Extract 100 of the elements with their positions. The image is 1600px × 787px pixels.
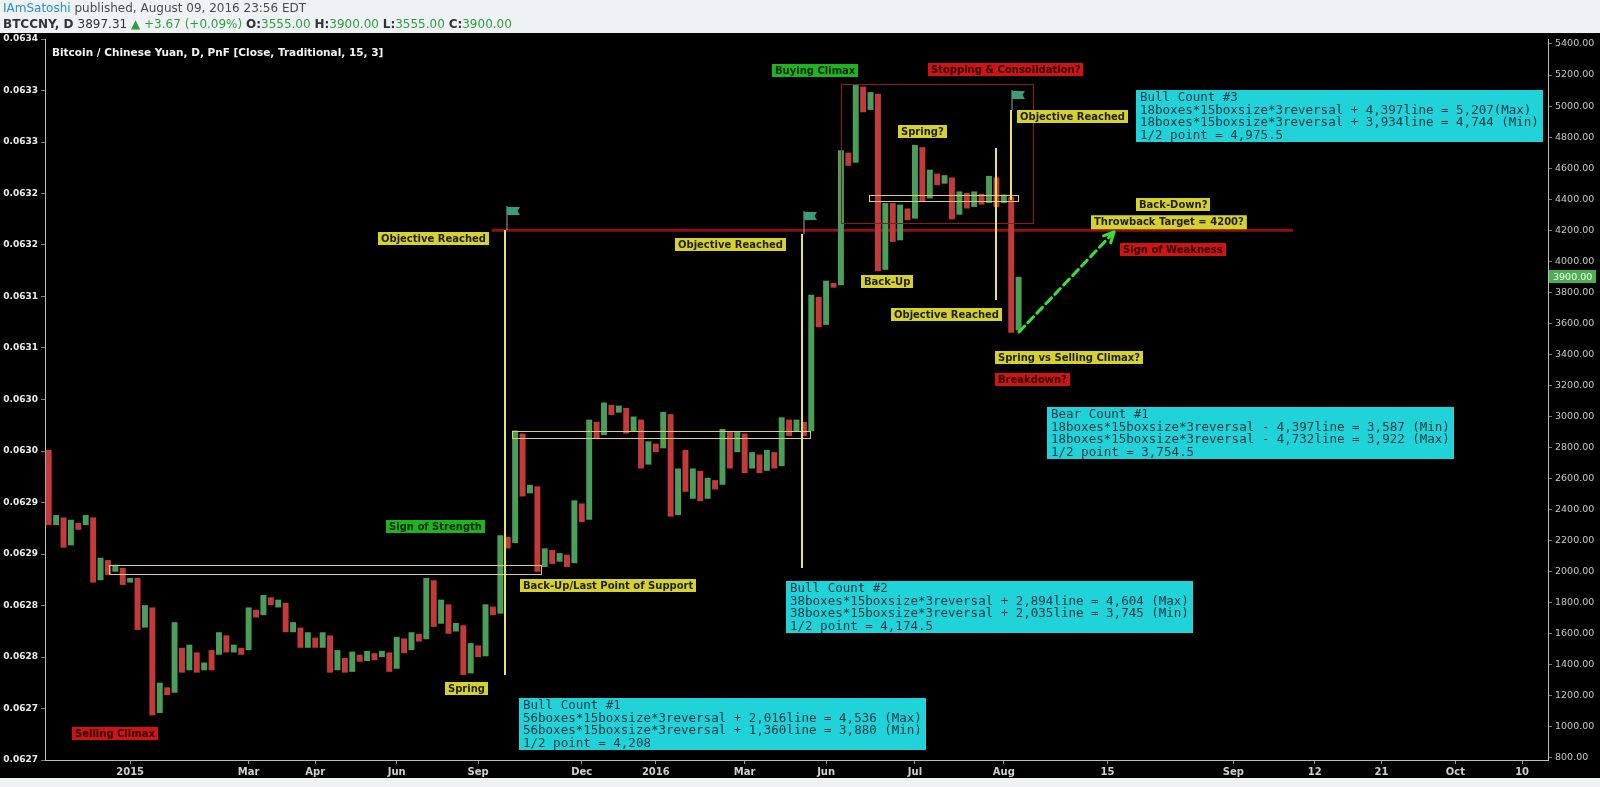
bar [452,622,459,632]
y2-tick-label: 0.0632 [3,187,38,198]
bar [179,647,185,673]
bar [245,607,252,651]
bar [786,419,793,436]
y2-tick-label: 0.0627 [3,702,38,713]
text: 3900.00 [1549,270,1597,283]
bar [45,449,52,526]
bar [253,609,259,618]
bar [882,203,889,270]
bar [216,632,222,655]
x-tick-label: 21 [1374,765,1389,777]
bar [149,607,156,716]
bar [401,638,408,654]
bar [564,554,570,568]
annotation: Sign of Weakness [1120,243,1226,256]
annotation: Bull Count #3 18boxes*15boxsize*3reversal + 4,397line = 5,207(Max) 18boxes*15boxsize*3reversal + 3,934line = 4,744 (Min) 1/2 point = 4,975.5 [1136,89,1543,142]
y-tick-label: 2800.00 [1555,441,1595,453]
bar [712,480,719,490]
bar [682,449,689,492]
bar [549,549,556,564]
bar [475,645,482,658]
bar [319,632,326,648]
bar [267,597,274,606]
bar [697,470,704,502]
bar [527,484,533,494]
y-tick-label: 5000.00 [1555,99,1595,111]
x-tick-label: Aug [992,765,1015,777]
bar [608,404,615,415]
bar [297,627,304,648]
annotation: Back-Down? [1136,198,1211,211]
bar [912,144,918,219]
annotation: Bear Count #1 18boxes*15boxsize*3reversal - 4,397line = 3,587 (Min) 18boxes*15boxsize*3reversal - 4,732line = 3,922 (Max) 1/2 point = 3,754.5 [1047,406,1454,459]
y-tick-label: 5200.00 [1555,68,1595,80]
bar [534,486,541,572]
bar [897,204,904,241]
bar [837,150,844,286]
bar [926,169,933,199]
bar [741,433,748,474]
bar [734,431,741,453]
bar [341,657,348,673]
bar [141,605,148,628]
annotation: Back-Up/Last Point of Support [520,579,697,592]
annotation: Bull Count #2 38boxes*15boxsize*3reversal + 2,894line = 4,604 (Max) 38boxes*15boxsize*3reversal + 2,035line = 3,745 (Min) 1/2 point = 4,174.5 [786,580,1193,633]
bar [415,633,422,642]
bar [749,452,756,469]
bar [53,515,60,526]
bar [356,654,363,662]
bar [438,599,445,624]
y-tick-label: 2400.00 [1555,503,1595,515]
bar [497,535,504,614]
bar [378,650,385,658]
y-tick-label: 3400.00 [1555,347,1595,359]
y2-tick-label: 0.0632 [3,239,38,250]
bar [949,177,955,220]
bar [304,632,311,648]
bar [578,503,585,523]
bar [726,431,733,469]
bar [82,515,89,526]
y2-tick-label: 0.0634 [3,33,38,44]
text: BTCCNY, D 3897.31 ▲ +3.67 (+0.09%) O:3555.00 H:3900.00 L:3555.00 C:3900.00 [3,17,512,31]
ref-line-label: Throwback Target = 4200? [1094,215,1245,227]
bar [134,577,141,630]
y-tick-label: 3800.00 [1555,285,1595,297]
y2-tick-label: 0.0633 [3,84,38,95]
x-tick-label: Dec [571,765,593,777]
x-tick-label: Jun [386,765,406,777]
bar [1015,276,1022,331]
bar [223,635,230,653]
bar [941,175,948,184]
bar [874,93,881,272]
x-tick-label: Jun [816,765,836,777]
y-tick-label: 2200.00 [1555,534,1595,546]
bar [260,595,267,616]
x-tick-label: 12 [1307,765,1322,777]
bar [623,407,630,434]
bar [201,662,208,671]
bar [815,296,822,328]
bar [808,294,815,432]
bar [919,147,926,202]
bar [845,152,852,166]
x-tick-label: Sep [467,765,489,777]
bar [467,643,474,674]
annotation: Objective Reached [378,232,490,245]
y2-tick-label: 0.0628 [3,599,38,610]
y2-tick-label: 0.0628 [3,651,38,662]
bar [460,625,467,675]
bar [230,644,237,653]
x-tick-label: 10 [1515,765,1530,777]
annotation: Bull Count #1 56boxes*15boxsize*3reversal + 2,016line = 4,536 (Max) 56boxes*15boxsize*3reversal + 1,360line = 3,880 (Min) 1/2 point = 4,208 [519,697,926,750]
y2-tick-label: 0.0633 [3,136,38,147]
bar [156,682,163,713]
bar [645,441,652,465]
x-tick-label: Jul [906,765,923,777]
y2-tick-label: 0.0629 [3,548,38,559]
x-tick-label: 2016 [641,765,670,777]
x-tick-label: Mar [237,765,260,777]
bar [630,416,637,433]
bar [386,652,393,672]
y-tick-label: 1800.00 [1555,596,1595,608]
